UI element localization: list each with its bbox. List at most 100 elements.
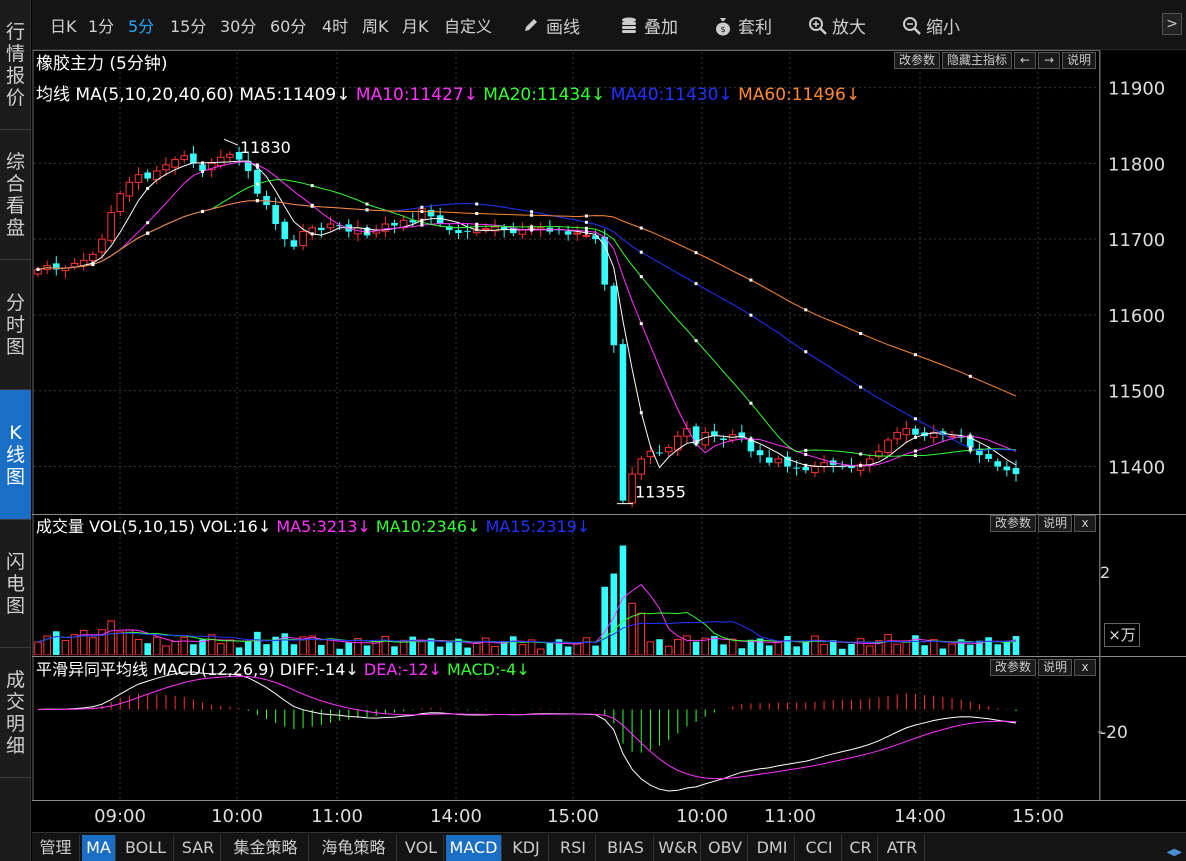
- chart-grid: [34, 52, 1098, 799]
- tool-zoom-out-button[interactable]: 缩小: [902, 13, 960, 38]
- volume-bar-down: [592, 645, 599, 655]
- candle-body-down: [427, 209, 435, 217]
- ma-dot: [36, 267, 40, 271]
- ma-dot: [420, 220, 424, 224]
- macd-panel-button-0[interactable]: 改参数: [990, 659, 1036, 676]
- left-nav-item-4[interactable]: 闪电图: [0, 520, 31, 648]
- indicator-tab-6[interactable]: VOL: [399, 835, 444, 861]
- volume-bar-down: [409, 636, 417, 655]
- macd-panel-button-2[interactable]: x: [1074, 659, 1096, 676]
- ma-dot: [859, 385, 863, 389]
- period-tab-3[interactable]: 15分: [170, 17, 207, 36]
- volume-bar-up: [884, 634, 892, 655]
- volume-bar-down: [363, 645, 371, 655]
- indicator-tab-7[interactable]: MACD: [446, 835, 502, 861]
- chart-svg: 11830 11355 11900 11800 11700 11600 11500 1140…: [32, 50, 1186, 827]
- main-panel-button-4[interactable]: 说明: [1062, 52, 1096, 69]
- indicator-tab-14[interactable]: CCI: [797, 835, 842, 861]
- volume-bar-down: [656, 639, 663, 655]
- ma-dot: [859, 464, 863, 468]
- ma-dot: [694, 440, 698, 444]
- candle-body-up: [893, 431, 901, 440]
- left-nav-char: 盘: [5, 216, 25, 239]
- candle-body-up: [902, 428, 911, 436]
- ma60-line: [37, 200, 1017, 397]
- volume-bar-up: [728, 638, 737, 655]
- period-tab-1[interactable]: 1分: [88, 17, 115, 36]
- period-tab-4[interactable]: 30分: [220, 17, 257, 36]
- volume-bar-up: [70, 634, 79, 655]
- tool-zoom-in-button[interactable]: 放大: [808, 13, 866, 38]
- indicator-tab-16[interactable]: ATR: [880, 835, 925, 861]
- indicator-tab-2[interactable]: BOLL: [118, 835, 174, 861]
- left-nav-char: 综: [5, 150, 25, 173]
- chart-title: 橡胶主力 (5分钟): [36, 54, 167, 74]
- indicator-tab-9[interactable]: RSI: [551, 835, 596, 861]
- period-tab-0[interactable]: 日K: [50, 17, 77, 36]
- indicator-tab-13[interactable]: DMI: [750, 835, 795, 861]
- volume-bar-up: [79, 629, 88, 655]
- toolbar-next-button[interactable]: >: [1162, 13, 1182, 35]
- chart-area[interactable]: 11830 11355 11900 11800 11700 11600 11500 1140…: [32, 50, 1186, 831]
- left-nav-item-1[interactable]: 综合看盘: [0, 130, 31, 260]
- ma-dot: [749, 278, 753, 282]
- period-tab-6[interactable]: 4时: [322, 17, 349, 36]
- volume-legend-item: MA5:3213↓: [276, 517, 376, 536]
- period-tab-9[interactable]: 自定义: [444, 17, 493, 36]
- volume-bar-down: [455, 638, 462, 655]
- indicator-tab-12[interactable]: OBV: [703, 835, 748, 861]
- indicator-tab-15[interactable]: CR: [844, 835, 878, 861]
- macd-panel-button-1[interactable]: 说明: [1038, 659, 1072, 676]
- indicator-tabs: ◀▶ 管理 MA BOLL SAR 集金策略 海龟策略 VOL MACD KDJ RSI BIAS W…: [32, 832, 1186, 861]
- tool-pencil-button[interactable]: 画线: [522, 13, 580, 38]
- volume-panel-button-0[interactable]: 改参数: [990, 515, 1036, 532]
- tool-money-bag-button[interactable]: $ 套利: [714, 13, 772, 38]
- time-tick-label: 11:00: [311, 806, 363, 827]
- ma-dot: [968, 446, 972, 450]
- left-nav-char: 分: [5, 291, 25, 314]
- indicator-tab-3[interactable]: SAR: [176, 835, 221, 861]
- volume-bar-down: [254, 631, 261, 655]
- volume-bar-up: [354, 637, 362, 655]
- volume-bar-up: [491, 645, 499, 655]
- left-nav-char: 图: [5, 335, 25, 358]
- volume-panel-button-2[interactable]: x: [1074, 515, 1096, 532]
- tab-scroll-arrows[interactable]: ◀▶: [1166, 847, 1182, 858]
- ma-dot: [639, 411, 643, 415]
- period-tab-7[interactable]: 周K: [362, 17, 389, 36]
- main-panel-button-0[interactable]: 改参数: [894, 52, 940, 69]
- indicator-tab-0[interactable]: 管理: [32, 835, 80, 861]
- volume-bars: [34, 545, 1020, 655]
- volume-bar-down: [281, 633, 289, 655]
- candle-body-up: [491, 226, 499, 232]
- period-tab-2[interactable]: 5分: [128, 17, 155, 36]
- indicator-tab-10[interactable]: BIAS: [598, 835, 654, 861]
- indicator-tab-1[interactable]: MA: [82, 835, 116, 861]
- panel-frames: [32, 50, 1186, 801]
- main-panel-button-2[interactable]: ←: [1014, 52, 1036, 69]
- period-tab-8[interactable]: 月K: [402, 17, 429, 36]
- ma-dot: [530, 210, 534, 214]
- volume-bar-down: [793, 646, 800, 655]
- indicator-tab-11[interactable]: W&R: [656, 835, 701, 861]
- left-nav-item-5[interactable]: 成交明细: [0, 648, 31, 778]
- ma-dot: [694, 339, 698, 343]
- volume-bar-down: [272, 636, 279, 655]
- candle-body-up: [116, 193, 125, 212]
- tool-label: 套利: [738, 18, 772, 38]
- indicator-tab-4[interactable]: 集金策略: [223, 835, 309, 861]
- left-nav-char: 行: [5, 20, 25, 43]
- left-nav-item-0[interactable]: 行情报价: [0, 0, 31, 130]
- candle-body-down: [272, 205, 279, 224]
- indicator-tab-5[interactable]: 海龟策略: [311, 835, 397, 861]
- left-nav-item-2[interactable]: 分时图: [0, 260, 31, 390]
- volume-panel-button-1[interactable]: 说明: [1038, 515, 1072, 532]
- main-panel-button-3[interactable]: →: [1038, 52, 1060, 69]
- volume-bar-up: [582, 637, 591, 655]
- main-panel-button-1[interactable]: 隐藏主指标: [942, 52, 1012, 69]
- tool-database-button[interactable]: 叠加: [620, 13, 678, 38]
- toolbar: 日K 1分 5分 15分 30分 60分 4时 周K 月K 自定义 画线 叠加 $ 套利 放大 缩小 >: [32, 0, 1186, 50]
- period-tab-5[interactable]: 60分: [270, 17, 307, 36]
- indicator-tab-8[interactable]: KDJ: [504, 835, 549, 861]
